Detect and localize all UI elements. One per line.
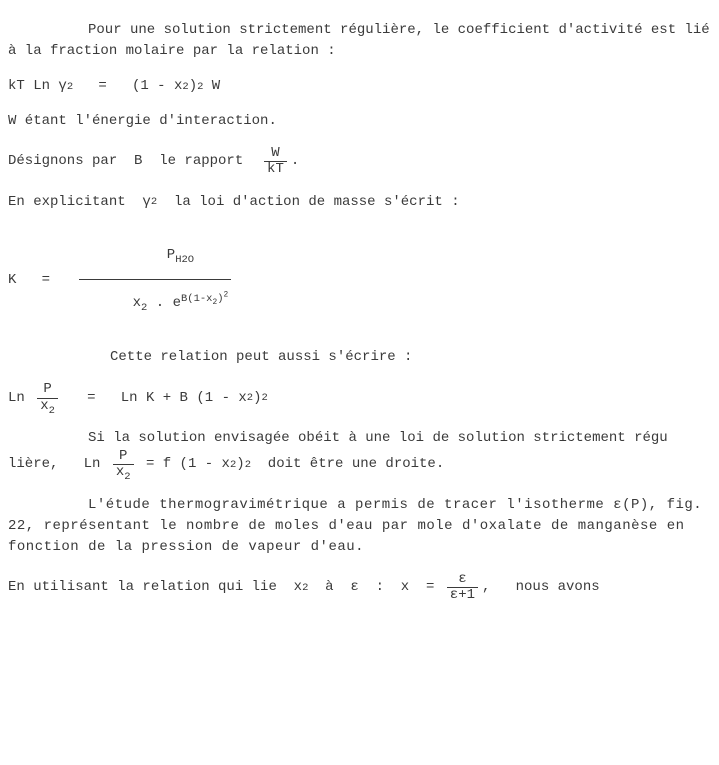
equation-ln-p-over-x2: Ln P x2 = Ln K + B (1 - x2)2 — [8, 382, 711, 414]
eq2-exp: B(1-x2)2 — [181, 293, 228, 305]
p4-gamma: γ — [142, 192, 150, 213]
paragraph-w-energy: W étant l'énergie d'interaction. — [8, 111, 711, 132]
p8-den: ε+1 — [447, 587, 478, 603]
p8-mid: à ε : x = — [308, 577, 442, 598]
eq2-num: PH2O — [113, 233, 197, 279]
paragraph-explicitant: En explicitant γ2 la loi d'action de mas… — [8, 192, 711, 213]
eq2-exp-pre: B(1-x — [181, 293, 213, 305]
eq1-gamma: γ — [58, 76, 66, 97]
eq1-lhs-pre: kT Ln — [8, 76, 58, 97]
paragraph-relation-ecrire: Cette relation peut aussi s'écrire : — [110, 347, 711, 368]
eq2-num-sub: H2O — [175, 254, 194, 266]
p3-num: W — [268, 146, 282, 161]
eq3-eq: = Ln K + B (1 - x — [62, 388, 247, 409]
paragraph-solution-obeit-l1: Si la solution envisagée obéit à une loi… — [8, 428, 711, 449]
p8-pre: En utilisant la relation qui lie x — [8, 577, 302, 598]
eq3-den-x: x — [40, 398, 48, 414]
eq1-rhs-post: ) — [189, 76, 197, 97]
equation-k: K = PH2O x2 . eB(1-x2)2 — [8, 233, 711, 328]
eq2-den-x: x — [133, 296, 141, 312]
paragraph-intro: Pour une solution strictement régulière,… — [8, 20, 711, 62]
p6-den: x2 — [113, 464, 134, 480]
eq2-den: x2 . eB(1-x2)2 — [79, 279, 231, 327]
p6-l2b: = f (1 - x — [138, 454, 230, 475]
eq3-num: P — [40, 382, 54, 397]
p6-den-sub2: 2 — [124, 471, 130, 483]
eq2-k: K = — [8, 270, 75, 291]
fraction-p-over-x2-b: P x2 — [113, 449, 134, 481]
eq3-post: ) — [253, 388, 261, 409]
fraction-ph2o: PH2O x2 . eB(1-x2)2 — [79, 233, 231, 328]
p4-pre: En explicitant — [8, 192, 142, 213]
eq2-exp-sq: 2 — [224, 290, 229, 299]
fraction-w-over-kt: W kT — [264, 146, 287, 178]
eq1-rhs-pre: (1 - x — [132, 76, 182, 97]
eq1-equals: = — [73, 76, 132, 97]
p6-l2c: ) — [236, 454, 244, 475]
fraction-p-over-x2: P x2 — [37, 382, 58, 414]
equation-kt-ln-gamma: kT Ln γ2 = (1 - x2)2 W — [8, 76, 711, 97]
p8-num: ε — [455, 572, 469, 587]
p6-den-x: x — [116, 464, 124, 480]
eq2-num-p: P — [167, 247, 175, 263]
eq1-tail: W — [203, 76, 220, 97]
eq3-den-sub2: 2 — [49, 404, 55, 416]
p3-pre: Désignons par B le rapport — [8, 151, 260, 172]
p6-num: P — [116, 449, 130, 464]
paragraph-en-utilisant: En utilisant la relation qui lie x2 à ε … — [8, 572, 711, 604]
p6-l2d: doit être une droite. — [251, 454, 444, 475]
eq2-dot-e: . e — [147, 296, 181, 312]
p3-den: kT — [264, 161, 287, 177]
eq3-ln: Ln — [8, 388, 33, 409]
p6-l2a: lière, Ln — [8, 454, 109, 475]
fraction-eps: ε ε+1 — [447, 572, 478, 604]
paragraph-designons-b: Désignons par B le rapport W kT . — [8, 146, 711, 178]
p8-post: , nous avons — [482, 577, 600, 598]
p3-post: . — [291, 151, 299, 172]
paragraph-solution-obeit-l2: lière, Ln P x2 = f (1 - x2)2 doit être u… — [8, 449, 711, 481]
eq3-den: x2 — [37, 398, 58, 414]
p4-post: la loi d'action de masse s'écrit : — [157, 192, 459, 213]
paragraph-thermogravimetrique: L'étude thermogravimétrique a permis de … — [8, 495, 711, 558]
